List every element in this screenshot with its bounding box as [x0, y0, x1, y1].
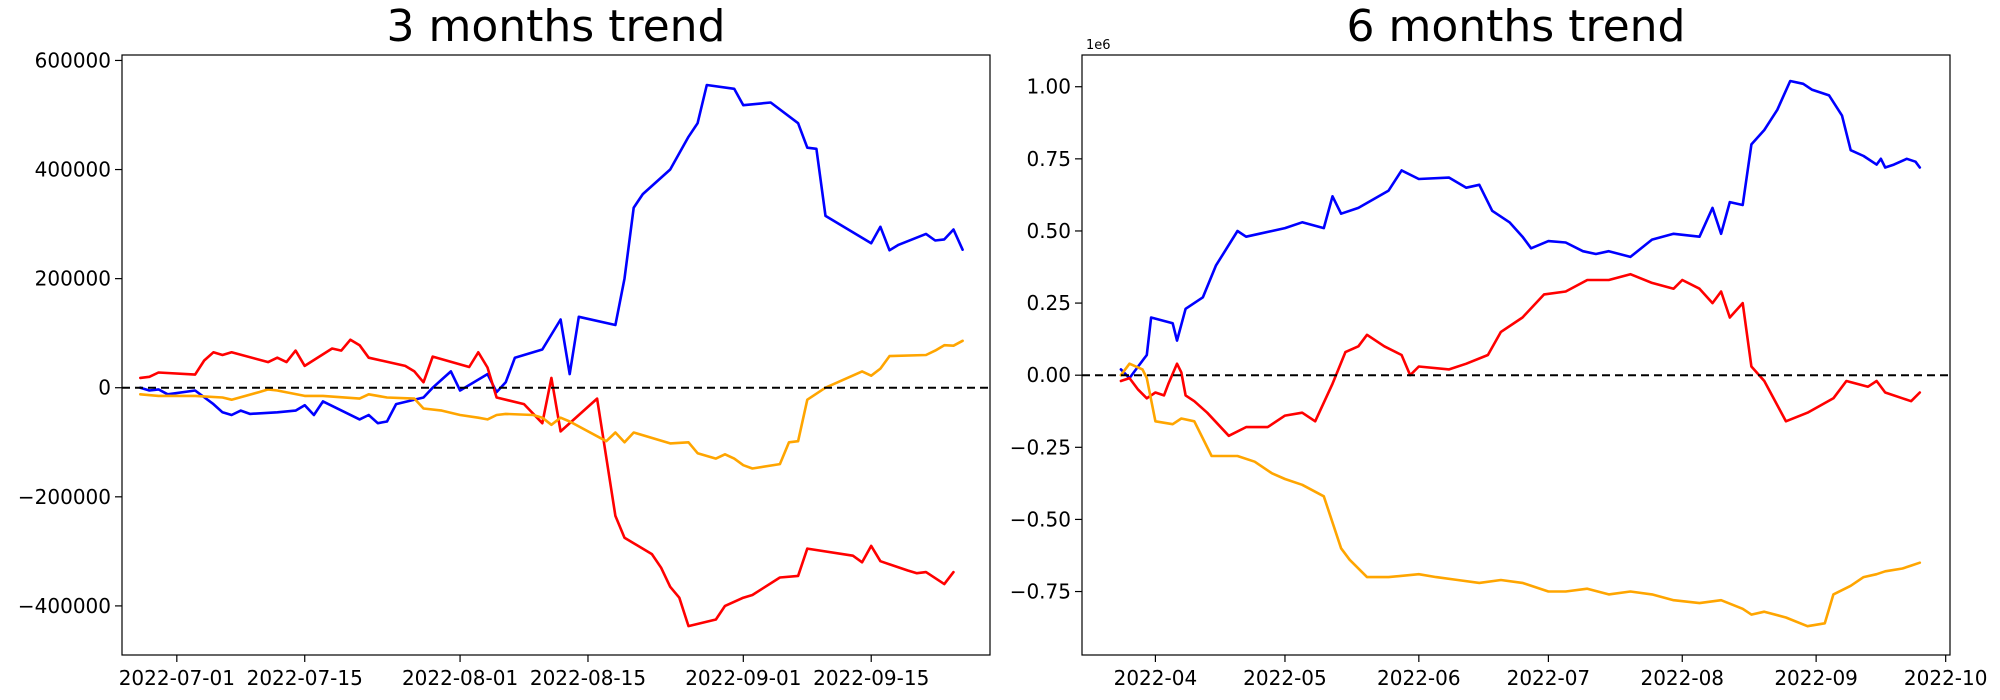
y-tick-label: 0 — [98, 376, 111, 400]
x-tick-label: 2022-05 — [1243, 666, 1327, 690]
plot-area-frame — [121, 54, 991, 656]
x-tick-label: 2022-08-01 — [402, 666, 518, 690]
x-tick-label: 2022-10 — [1904, 666, 1988, 690]
series-line-3 — [139, 339, 964, 470]
plot-area-frame — [1081, 54, 1951, 656]
x-tick-label: 2022-07-15 — [247, 666, 363, 690]
x-tick-label: 2022-07 — [1507, 666, 1591, 690]
y-offset-label: 1e6 — [1086, 38, 1111, 53]
x-tick-label: 2022-08-15 — [530, 666, 646, 690]
chart-panel-6-months: 6 months trend 1e6 −0.75 −0.50 −0.25 0.00 0.25… — [1010, 1, 1988, 690]
chart-title: 6 months trend — [1347, 1, 1686, 52]
series-line-2 — [139, 338, 955, 628]
y-tick-label: 0.00 — [1026, 363, 1071, 387]
series-group — [139, 83, 964, 628]
x-tick-label: 2022-09 — [1774, 666, 1858, 690]
x-tick-label: 2022-08 — [1640, 666, 1724, 690]
y-tick-label: 200000 — [35, 267, 111, 291]
x-tick-label: 2022-09-15 — [813, 666, 929, 690]
chart-panel-3-months: 3 months trend −400000 −200000 0 200000 40000… — [18, 1, 991, 690]
y-tick-label: 0.25 — [1026, 291, 1071, 315]
y-tick-label: 0.75 — [1026, 147, 1071, 171]
y-tick-label: 0.50 — [1026, 219, 1071, 243]
y-tick-label: −0.25 — [1010, 435, 1071, 459]
y-tick-label: −200000 — [18, 485, 111, 509]
x-tick-label: 2022-06 — [1377, 666, 1461, 690]
series-group — [1119, 79, 1922, 628]
y-tick-label: 600000 — [35, 48, 111, 72]
chart-title: 3 months trend — [387, 1, 726, 52]
y-tick-label: 1.00 — [1026, 75, 1071, 99]
y-tick-label: −0.75 — [1010, 580, 1071, 604]
series-line-2 — [1119, 272, 1922, 438]
x-tick-label: 2022-07-01 — [119, 666, 235, 690]
series-line-1 — [139, 83, 964, 425]
x-tick-label: 2022-09-01 — [685, 666, 801, 690]
x-tick-label: 2022-04 — [1114, 666, 1198, 690]
y-tick-label: 400000 — [35, 158, 111, 182]
y-tick-label: −0.50 — [1010, 507, 1071, 531]
y-tick-label: −400000 — [18, 594, 111, 618]
series-line-3 — [1119, 362, 1922, 628]
series-line-1 — [1119, 79, 1922, 380]
